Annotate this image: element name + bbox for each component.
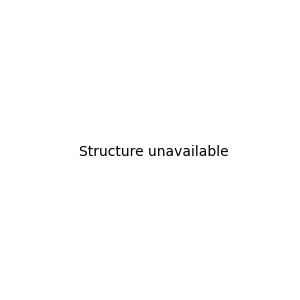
Text: Structure unavailable: Structure unavailable [79,145,229,158]
